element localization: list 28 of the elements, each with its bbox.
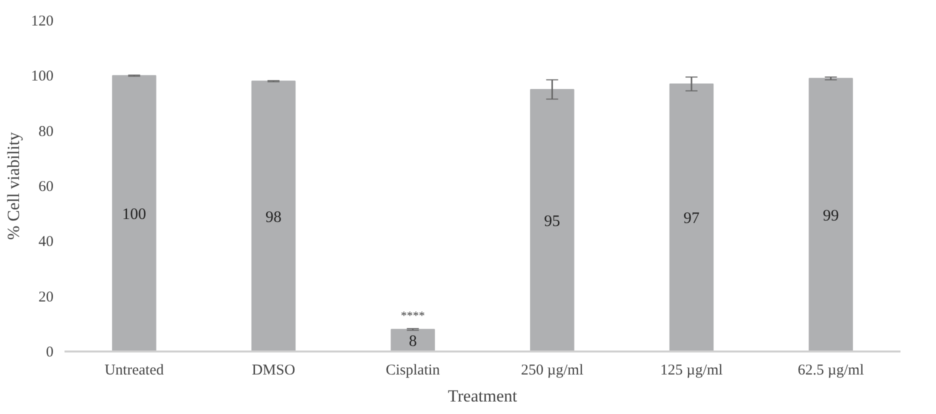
- data-label: 97: [684, 210, 700, 228]
- y-axis-title: % Cell viability: [4, 132, 23, 240]
- x-tick-label: 250 µg/ml: [520, 362, 584, 378]
- data-label: 99: [822, 207, 839, 224]
- x-tick-label: 62.5 µg/ml: [798, 362, 864, 378]
- y-tick-label: 80: [38, 124, 54, 140]
- y-tick-label: 60: [38, 179, 54, 195]
- bar: [112, 75, 156, 352]
- y-tick-label: 0: [46, 344, 54, 360]
- bar: [530, 88, 574, 352]
- x-tick-label: Untreated: [104, 362, 164, 378]
- data-label: 98: [266, 208, 282, 226]
- bar: [669, 83, 714, 352]
- bar: [808, 78, 853, 352]
- data-label: 95: [544, 212, 560, 230]
- x-axis-title: Treatment: [448, 386, 518, 406]
- y-tick-label: 20: [38, 289, 54, 306]
- bar: [251, 80, 296, 352]
- annotation: ****: [400, 308, 425, 322]
- bar: [390, 328, 435, 352]
- x-tick-label: Cisplatin: [386, 362, 440, 378]
- y-tick-label: 40: [38, 234, 54, 250]
- data-label: 8: [408, 332, 417, 350]
- x-tick-label: 125 µg/ml: [660, 362, 723, 378]
- y-tick-label: 120: [31, 14, 54, 30]
- y-tick-label: 100: [31, 68, 54, 85]
- x-tick-label: DMSO: [252, 362, 296, 378]
- data-label: 100: [122, 206, 146, 224]
